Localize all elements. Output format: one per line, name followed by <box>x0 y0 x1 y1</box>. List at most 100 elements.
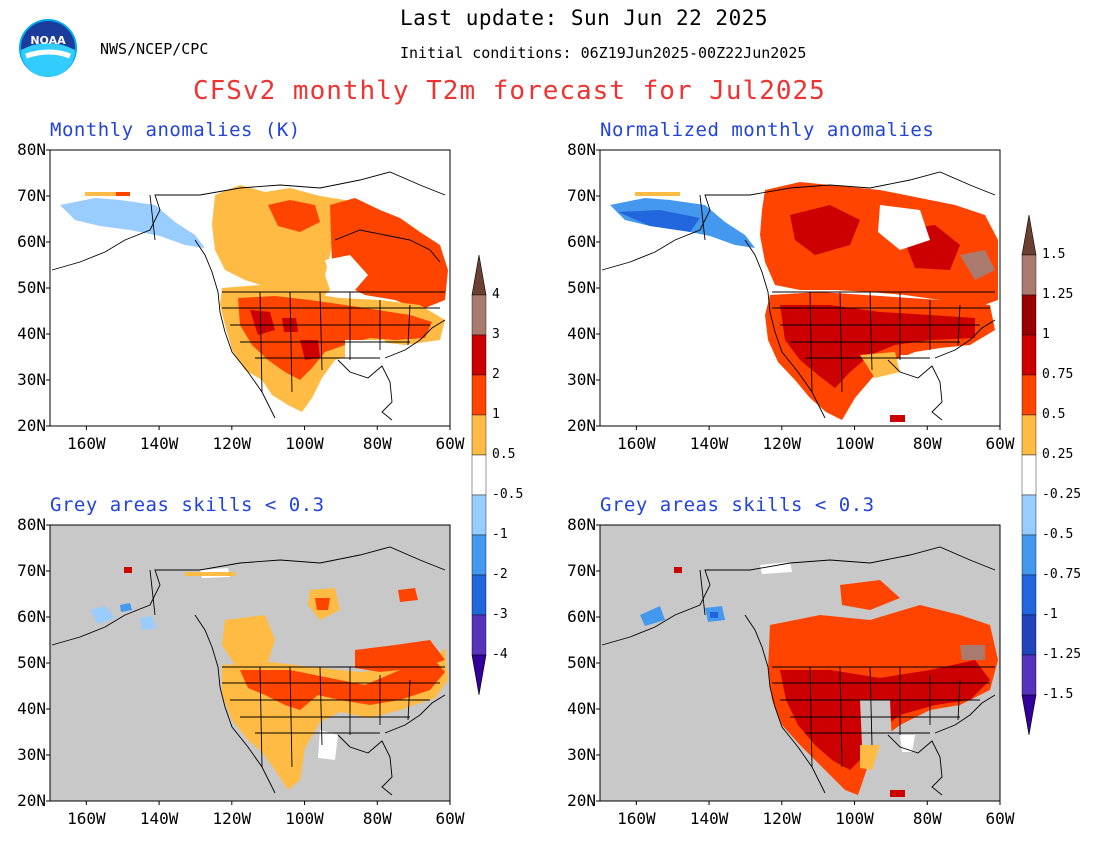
colorbar-anomaly <box>471 254 487 696</box>
anomaly-fill <box>60 185 448 412</box>
panel-title-skill-left: Grey areas skills < 0.3 <box>50 494 325 516</box>
colorbar-anomaly-label: 1 <box>492 407 500 422</box>
colorbar-normalized-label: 0.25 <box>1042 447 1074 462</box>
lon-label: 80W <box>362 809 392 828</box>
colorbar-normalized-label: 0.5 <box>1042 407 1066 422</box>
last-update: Last update: Sun Jun 22 2025 <box>400 6 769 30</box>
normalized-fill <box>610 182 998 422</box>
lat-label: 60N <box>567 607 596 626</box>
panel-skill-masked-normalized <box>599 524 1001 802</box>
colorbar-normalized-label: 0.75 <box>1042 367 1074 382</box>
colorbar-anomaly-label: -4 <box>492 647 508 662</box>
lat-label: 80N <box>17 515 46 534</box>
lon-label: 140W <box>689 434 729 453</box>
lon-label: 120W <box>212 434 252 453</box>
masked-anomaly-fill <box>90 567 448 790</box>
colorbar-normalized-label: -1.5 <box>1042 687 1074 702</box>
lon-label: 100W <box>835 434 874 453</box>
main-title: CFSv2 monthly T2m forecast for Jul2025 <box>193 76 826 106</box>
coastlines-normalized <box>601 171 996 421</box>
lat-label: 80N <box>17 140 46 159</box>
masked-normalized-fill <box>640 562 998 797</box>
lat-label: 30N <box>567 745 596 764</box>
colorbar-anomaly-label: 4 <box>492 287 500 302</box>
coastlines-masked-normalized <box>601 546 996 796</box>
lat-label: 50N <box>17 653 46 672</box>
panel-title-normalized: Normalized monthly anomalies <box>600 119 935 141</box>
colorbar-normalized-label: -0.75 <box>1042 567 1082 582</box>
colorbar-normalized <box>1021 214 1037 736</box>
lon-label: 60W <box>435 434 465 453</box>
panel-normalized-anomalies <box>599 149 1001 427</box>
colorbar-normalized-label: 1.25 <box>1042 287 1074 302</box>
lat-label: 40N <box>17 699 46 718</box>
colorbar-normalized-label: -0.25 <box>1042 487 1082 502</box>
logo-text: NOAA <box>30 34 66 47</box>
lon-label: 80W <box>362 434 392 453</box>
lat-label: 60N <box>17 607 46 626</box>
lat-label: 80N <box>567 140 596 159</box>
noaa-logo: NOAA <box>19 19 77 77</box>
lon-label: 100W <box>835 809 874 828</box>
colorbar-anomaly-label: 2 <box>492 367 500 382</box>
lon-label: 160W <box>67 809 106 828</box>
lat-label: 30N <box>17 370 46 389</box>
coastlines <box>51 171 446 421</box>
lon-label: 60W <box>985 809 1015 828</box>
axis-ticks <box>46 149 1001 805</box>
lon-label: 160W <box>617 809 656 828</box>
colorbar-anomaly-label: 3 <box>492 327 500 342</box>
colorbar-anomaly-label: 0.5 <box>492 447 516 462</box>
lon-label: 160W <box>617 434 656 453</box>
lat-label: 20N <box>567 791 596 810</box>
agency-label: NWS/NCEP/CPC <box>100 40 209 58</box>
lon-label: 140W <box>689 809 729 828</box>
lon-label: 100W <box>285 434 324 453</box>
lat-label: 40N <box>567 699 596 718</box>
colorbar-normalized-label: -1 <box>1042 607 1058 622</box>
panel-title-monthly-anomalies: Monthly anomalies (K) <box>50 119 301 141</box>
colorbar-normalized-label: 1.5 <box>1042 247 1066 262</box>
lon-label: 100W <box>285 809 324 828</box>
lon-label: 140W <box>139 434 179 453</box>
lat-label: 50N <box>17 278 46 297</box>
lon-label: 60W <box>435 809 465 828</box>
lat-label: 70N <box>567 186 596 205</box>
lon-label: 60W <box>985 434 1015 453</box>
coastlines-masked <box>51 546 446 796</box>
colorbar-anomaly-label: -3 <box>492 607 508 622</box>
lat-label: 70N <box>567 561 596 580</box>
panel-title-skill-right: Grey areas skills < 0.3 <box>600 494 875 516</box>
colorbar-anomaly-label: -1 <box>492 527 508 542</box>
lat-label: 80N <box>567 515 596 534</box>
lat-label: 30N <box>17 745 46 764</box>
colorbar-normalized-label: -1.25 <box>1042 647 1082 662</box>
colorbar-normalized-label: -0.5 <box>1042 527 1074 542</box>
lat-label: 50N <box>567 653 596 672</box>
lon-label: 80W <box>912 809 942 828</box>
lat-label: 30N <box>567 370 596 389</box>
lat-label: 60N <box>17 232 46 251</box>
lon-label: 120W <box>212 809 252 828</box>
lat-label: 20N <box>17 791 46 810</box>
lat-label: 40N <box>17 324 46 343</box>
panel-monthly-anomalies <box>49 149 451 427</box>
lat-label: 20N <box>567 416 596 435</box>
lat-label: 50N <box>567 278 596 297</box>
lat-label: 60N <box>567 232 596 251</box>
lon-label: 120W <box>762 809 802 828</box>
lat-label: 40N <box>567 324 596 343</box>
lat-label: 20N <box>17 416 46 435</box>
colorbar-anomaly-label: -0.5 <box>492 487 524 502</box>
lon-label: 140W <box>139 809 179 828</box>
panel-skill-masked-anomalies <box>49 524 451 802</box>
lon-label: 160W <box>67 434 106 453</box>
colorbar-anomaly-label: -2 <box>492 567 508 582</box>
colorbar-normalized-label: 1 <box>1042 327 1050 342</box>
lat-label: 70N <box>17 561 46 580</box>
lon-label: 80W <box>912 434 942 453</box>
initial-conditions: Initial conditions: 06Z19Jun2025-00Z22Ju… <box>400 44 807 62</box>
lon-label: 120W <box>762 434 802 453</box>
lat-label: 70N <box>17 186 46 205</box>
